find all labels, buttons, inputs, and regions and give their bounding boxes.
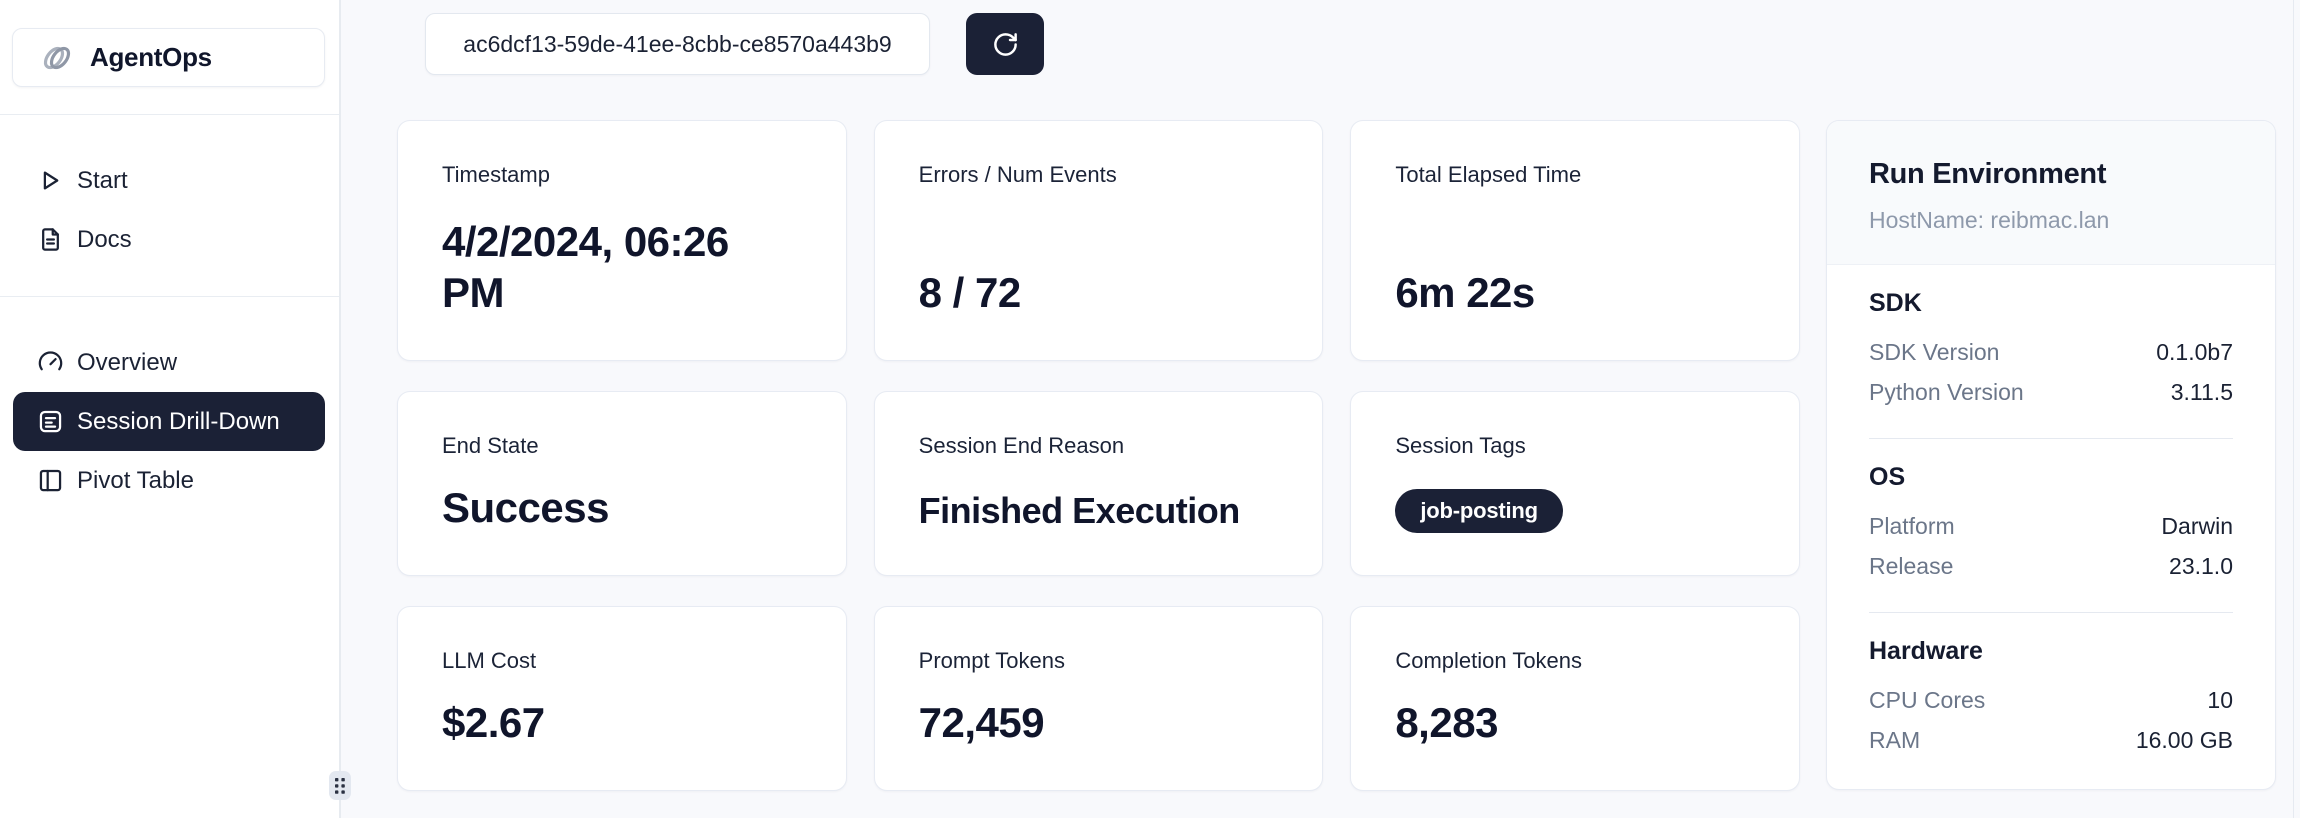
sidebar: AgentOps Start Docs	[0, 0, 351, 818]
env-row: SDK Version 0.1.0b7	[1869, 332, 2233, 372]
sidebar-item-label: Start	[77, 166, 128, 194]
env-section-hardware: Hardware CPU Cores 10 RAM 16.00 GB	[1869, 637, 2233, 760]
dashboard-row: Timestamp 4/2/2024, 06:26 PM Errors / Nu…	[397, 120, 2276, 791]
file-text-icon	[37, 226, 64, 253]
env-row-label: RAM	[1869, 727, 1921, 753]
env-section-divider	[1869, 612, 2233, 613]
card-prompt-tokens: Prompt Tokens 72,459	[873, 606, 1324, 791]
env-row-label: Python Version	[1869, 379, 2024, 405]
run-environment-header: Run Environment HostName: reibmac.lan	[1827, 121, 2275, 265]
card-value: $2.67	[442, 698, 545, 746]
env-section-title: SDK	[1869, 289, 1922, 317]
topbar	[425, 13, 2276, 75]
env-section-divider	[1869, 438, 2233, 439]
card-label: Prompt Tokens	[918, 648, 1065, 673]
run-environment-panel: Run Environment HostName: reibmac.lan SD…	[1826, 120, 2276, 790]
card-total-elapsed-time: Total Elapsed Time 6m 22s	[1350, 120, 1800, 361]
card-value: 4/2/2024, 06:26 PM	[442, 217, 729, 316]
card-value: Success	[442, 483, 609, 531]
card-value: 8,283	[1395, 698, 1498, 746]
card-label: Session End Reason	[918, 433, 1125, 458]
env-row: Release 23.1.0	[1869, 546, 2233, 586]
sidebar-nav-top: Start Docs	[0, 115, 339, 269]
card-value: 6m 22s	[1395, 268, 1535, 316]
env-row-value: Darwin	[2161, 513, 2233, 539]
sidebar-item-docs[interactable]: Docs	[13, 210, 325, 269]
env-row: Python Version 3.11.5	[1869, 372, 2233, 412]
card-label: Session Tags	[1395, 433, 1526, 458]
env-row-label: Release	[1869, 553, 1954, 579]
env-row-label: Platform	[1869, 513, 1955, 539]
note-lines-icon	[37, 408, 64, 435]
play-icon	[37, 167, 64, 194]
card-label: Timestamp	[442, 162, 550, 187]
env-row-value: 3.11.5	[2170, 379, 2233, 405]
env-section-sdk: SDK SDK Version 0.1.0b7 Python Version 3…	[1869, 289, 2233, 412]
env-row: CPU Cores 10	[1869, 680, 2233, 720]
session-id-input[interactable]	[425, 13, 930, 75]
env-section-os: OS Platform Darwin Release 23.1.0	[1869, 463, 2233, 586]
env-section-title: Hardware	[1869, 637, 1983, 665]
env-row-value: 10	[2207, 687, 2233, 713]
env-row-label: SDK Version	[1869, 339, 2000, 365]
main-content: Timestamp 4/2/2024, 06:26 PM Errors / Nu…	[341, 0, 2300, 818]
sidebar-item-label: Docs	[77, 225, 132, 253]
session-tag-badge: job-posting	[1395, 489, 1563, 533]
env-row-label: CPU Cores	[1869, 687, 1986, 713]
sidebar-divider	[0, 296, 339, 297]
card-label: Errors / Num Events	[918, 162, 1117, 187]
card-timestamp: Timestamp 4/2/2024, 06:26 PM	[397, 120, 847, 361]
sidebar-divider	[0, 114, 339, 115]
metric-cards-grid: Timestamp 4/2/2024, 06:26 PM Errors / Nu…	[397, 120, 1800, 791]
sidebar-item-overview[interactable]: Overview	[13, 333, 325, 392]
panel-left-icon	[37, 467, 64, 494]
sidebar-item-label: Overview	[77, 348, 178, 376]
card-label: Total Elapsed Time	[1395, 162, 1582, 187]
card-session-end-reason: Session End Reason Finished Execution	[873, 391, 1324, 576]
run-environment-title: Run Environment	[1869, 158, 2107, 190]
gauge-icon	[37, 349, 64, 376]
card-llm-cost: LLM Cost $2.67	[397, 606, 847, 791]
card-value: 8 / 72	[918, 268, 1022, 316]
env-row-value: 23.1.0	[2169, 553, 2233, 579]
card-end-state: End State Success	[397, 391, 847, 576]
agentops-logo-icon	[37, 41, 77, 75]
run-environment-body: SDK SDK Version 0.1.0b7 Python Version 3…	[1827, 265, 2275, 789]
card-value: Finished Execution	[918, 490, 1241, 532]
refresh-button[interactable]	[966, 13, 1044, 75]
sidebar-item-label: Pivot Table	[77, 466, 194, 494]
brand-logo-box[interactable]: AgentOps	[12, 28, 325, 87]
sidebar-resize-handle[interactable]	[329, 771, 351, 800]
env-row: RAM 16.00 GB	[1869, 720, 2233, 760]
card-value: 72,459	[918, 698, 1045, 746]
card-label: End State	[442, 433, 539, 458]
card-errors-num-events: Errors / Num Events 8 / 72	[873, 120, 1324, 361]
card-completion-tokens: Completion Tokens 8,283	[1350, 606, 1800, 791]
card-label: LLM Cost	[442, 648, 537, 673]
grip-dots-icon	[335, 777, 345, 794]
card-session-tags: Session Tags job-posting	[1350, 391, 1800, 576]
refresh-icon	[992, 31, 1019, 58]
sidebar-item-start[interactable]: Start	[13, 151, 325, 210]
sidebar-item-label: Session Drill-Down	[77, 407, 280, 435]
card-label: Completion Tokens	[1395, 648, 1583, 673]
env-row-value: 16.00 GB	[2135, 727, 2233, 753]
sidebar-item-pivot-table[interactable]: Pivot Table	[13, 451, 325, 510]
env-row: Platform Darwin	[1869, 506, 2233, 546]
env-row-value: 0.1.0b7	[2156, 339, 2233, 365]
brand-name: AgentOps	[90, 42, 212, 72]
hostname-text: HostName: reibmac.lan	[1869, 207, 2110, 233]
scrollbar[interactable]	[2293, 0, 2294, 818]
env-section-title: OS	[1869, 463, 1906, 491]
sidebar-nav-main: Overview Session Drill-Down Pivot Tabl	[0, 297, 339, 510]
sidebar-item-session-drill-down[interactable]: Session Drill-Down	[13, 392, 325, 451]
